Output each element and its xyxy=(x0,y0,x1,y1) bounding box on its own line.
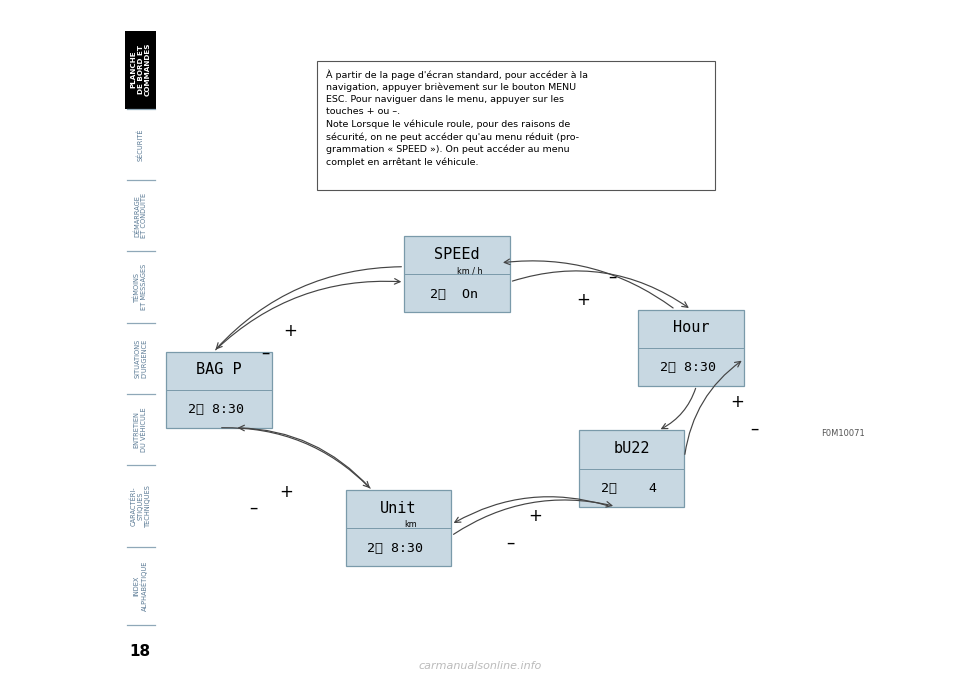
Text: À partir de la page d'écran standard, pour accéder à la
navigation, appuyer briè: À partir de la page d'écran standard, po… xyxy=(326,69,588,167)
Text: –: – xyxy=(261,344,269,362)
Bar xyxy=(638,310,744,386)
Text: +: + xyxy=(577,291,590,309)
Text: 2Ⓢ    4: 2Ⓢ 4 xyxy=(601,482,657,495)
Text: INDEX
ALPHABÉTIQUE: INDEX ALPHABÉTIQUE xyxy=(133,560,148,611)
Text: –: – xyxy=(250,499,257,517)
Text: bU22: bU22 xyxy=(613,441,650,456)
Bar xyxy=(579,430,684,507)
Text: carmanualsonline.info: carmanualsonline.info xyxy=(419,661,541,671)
Bar xyxy=(317,61,715,190)
Text: F0M10071: F0M10071 xyxy=(821,428,865,438)
Text: Hour: Hour xyxy=(673,320,709,335)
Text: km / h: km / h xyxy=(457,266,482,275)
Text: km: km xyxy=(405,520,418,529)
Text: +: + xyxy=(731,393,744,411)
Text: 2Ⓢ 8:30: 2Ⓢ 8:30 xyxy=(188,403,244,416)
Text: 18: 18 xyxy=(130,644,151,659)
Text: –: – xyxy=(609,268,616,286)
Bar xyxy=(404,236,510,312)
Text: 2Ⓢ 8:30: 2Ⓢ 8:30 xyxy=(660,361,716,374)
Text: 2Ⓢ 8:30: 2Ⓢ 8:30 xyxy=(368,542,423,555)
Text: ENTRETIEN
DU VÉHICULE: ENTRETIEN DU VÉHICULE xyxy=(133,407,148,452)
Text: TÉMOINS
ET MESSAGES: TÉMOINS ET MESSAGES xyxy=(133,263,148,310)
Text: SPEEd: SPEEd xyxy=(434,246,480,261)
Text: PLANCHE
DE BORD ET
COMMANDES: PLANCHE DE BORD ET COMMANDES xyxy=(131,43,151,96)
Text: –: – xyxy=(751,420,758,438)
Text: +: + xyxy=(279,483,293,500)
Text: DÉMARRAGE
ET CONDUITE: DÉMARRAGE ET CONDUITE xyxy=(133,193,148,238)
Text: CARACTÉRI-
STIQUES
TECHNIQUES: CARACTÉRI- STIQUES TECHNIQUES xyxy=(131,484,151,528)
Text: 2Ⓢ  On: 2Ⓢ On xyxy=(430,288,478,301)
Bar xyxy=(166,352,272,428)
Text: +: + xyxy=(283,323,297,340)
Text: SITUATIONS
D'URGENCE: SITUATIONS D'URGENCE xyxy=(134,339,147,378)
Bar xyxy=(346,490,451,566)
Text: Unit: Unit xyxy=(380,500,417,515)
Text: BAG P: BAG P xyxy=(196,362,242,377)
Text: +: + xyxy=(529,507,542,525)
Text: –: – xyxy=(507,534,515,552)
Bar xyxy=(125,31,156,109)
Text: SÉCURITÉ: SÉCURITÉ xyxy=(137,128,144,160)
